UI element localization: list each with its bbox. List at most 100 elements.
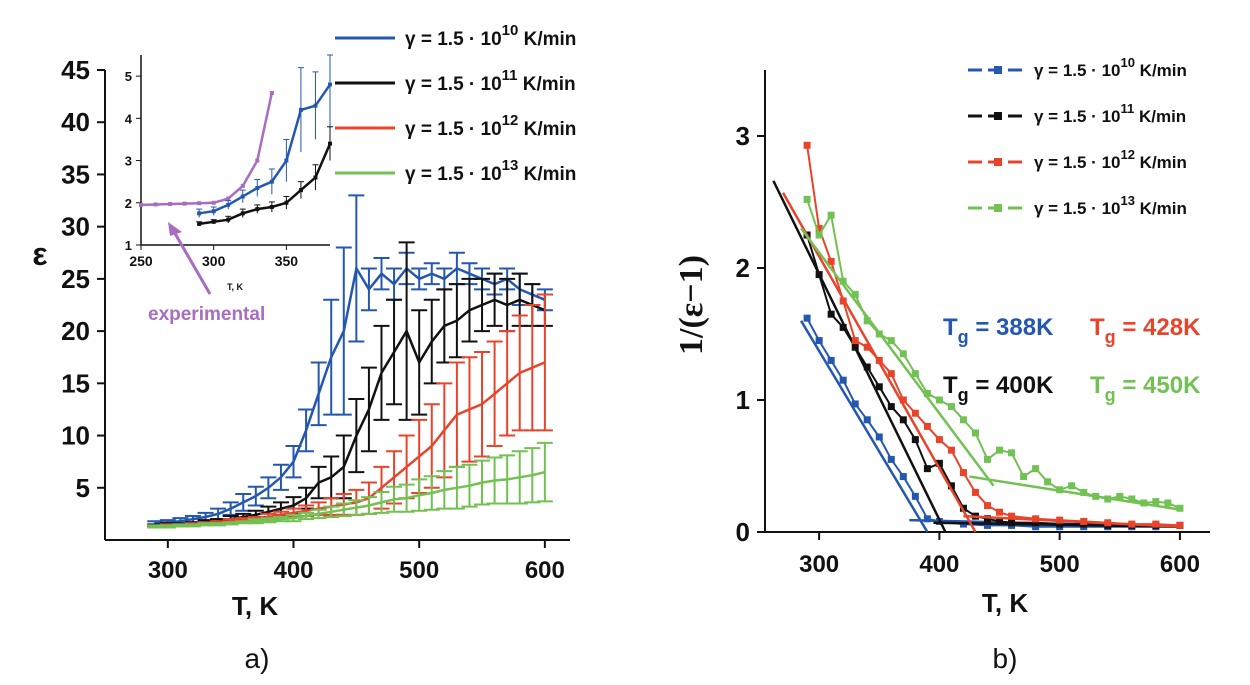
series-line [806,317,1180,528]
inset-series-line [140,92,274,207]
legend-a-label: γ = 1.5 · 1012 K/min [405,112,576,140]
panel-a-y-tick-label: 30 [61,212,90,242]
data-point [875,330,883,338]
legend-a-prefix: γ = 1.5 · 10 [405,119,502,140]
legend-b-exponent: 13 [1120,193,1134,208]
data-point [1152,498,1160,506]
data-point [1104,495,1112,503]
fit-line-steep [800,227,995,487]
data-point [1008,512,1016,520]
legend-a-prefix: γ = 1.5 · 10 [405,29,502,50]
data-point [1128,520,1136,528]
panel-b-y-tick-label: 2 [736,253,750,283]
data-point [1056,520,1064,528]
data-point [827,356,835,364]
data-point [863,343,871,351]
data-point [899,416,907,424]
data-point [803,314,811,322]
inset-point [197,211,202,216]
inset-point [139,202,143,207]
data-point [863,317,871,325]
legend-b-label: γ = 1.5 · 1010 K/min [1034,55,1187,80]
inset-point [240,211,245,216]
series-line [155,361,546,528]
data-point [1104,519,1112,527]
inset-ticks: 250 300 350 1 2 3 4 5 [125,69,299,269]
tg-prefix: T [1090,314,1105,341]
data-point [1128,495,1136,503]
data-point [947,446,955,454]
data-point [1032,465,1040,473]
data-point [839,323,847,331]
data-point [839,376,847,384]
series-line [806,199,1181,510]
legend-b-marker [994,158,1002,166]
data-point [815,231,823,239]
tg-prefix: T [943,314,958,341]
panel-b-series-group [800,195,1184,512]
data-point [959,469,967,477]
inset-point [269,205,274,209]
inset-point [197,201,202,206]
inset-point [313,103,318,108]
inset-point [240,194,245,199]
legend-b-prefix: γ = 1.5 · 10 [1034,107,1120,126]
inset-point [328,82,332,87]
legend-a-suffix: K/min [518,119,576,140]
data-point [1008,449,1016,457]
panel-a-y-tick-label: 40 [61,107,90,137]
data-point [923,465,931,473]
data-point [911,436,919,444]
series-line [155,298,546,527]
data-point [887,370,895,378]
data-point [935,436,943,444]
inset-point [226,196,231,201]
data-point [1044,478,1052,486]
data-point [947,403,955,411]
data-point [984,515,991,523]
inset-point [168,202,173,207]
data-point [851,337,859,345]
data-point [923,389,931,397]
legend-b-suffix: K/min [1135,153,1187,172]
panel-a-y-tick-label: 15 [61,368,90,398]
data-point [996,446,1004,454]
legend-b-label: γ = 1.5 · 1012 K/min [1034,147,1187,172]
data-point [984,502,991,510]
inset-point [211,209,216,214]
data-point [1056,516,1064,524]
data-point [839,297,847,305]
legend-b-marker [994,112,1002,120]
data-point [875,383,883,391]
panel-b-y-tick-label: 3 [736,121,750,151]
tg-prefix: T [1090,372,1105,399]
data-point [1176,521,1184,529]
data-point [947,482,955,490]
data-point [899,350,907,358]
fit-line-steep [772,180,947,533]
panel-a-y-label: ε [32,236,47,272]
data-point [851,343,859,351]
inset-x-tick-label: 250 [129,253,153,269]
legend-b-suffix: K/min [1135,199,1187,218]
tg-label: Tg = 450K [1090,372,1201,405]
legend-a-label: γ = 1.5 · 1010 K/min [405,22,576,50]
panel-a-caption: a) [245,643,270,674]
legend-b-prefix: γ = 1.5 · 10 [1034,199,1120,218]
legend-b-marker [994,66,1002,74]
legend-b-exponent: 10 [1120,55,1134,70]
panel-b-series-group [781,141,1184,533]
data-point [923,422,931,430]
panel-b-caption: b) [993,643,1018,674]
data-point [911,492,919,500]
inset-series-group [196,126,333,226]
inset-point [255,207,260,212]
inset-point [153,202,158,207]
inset-point [240,183,245,188]
